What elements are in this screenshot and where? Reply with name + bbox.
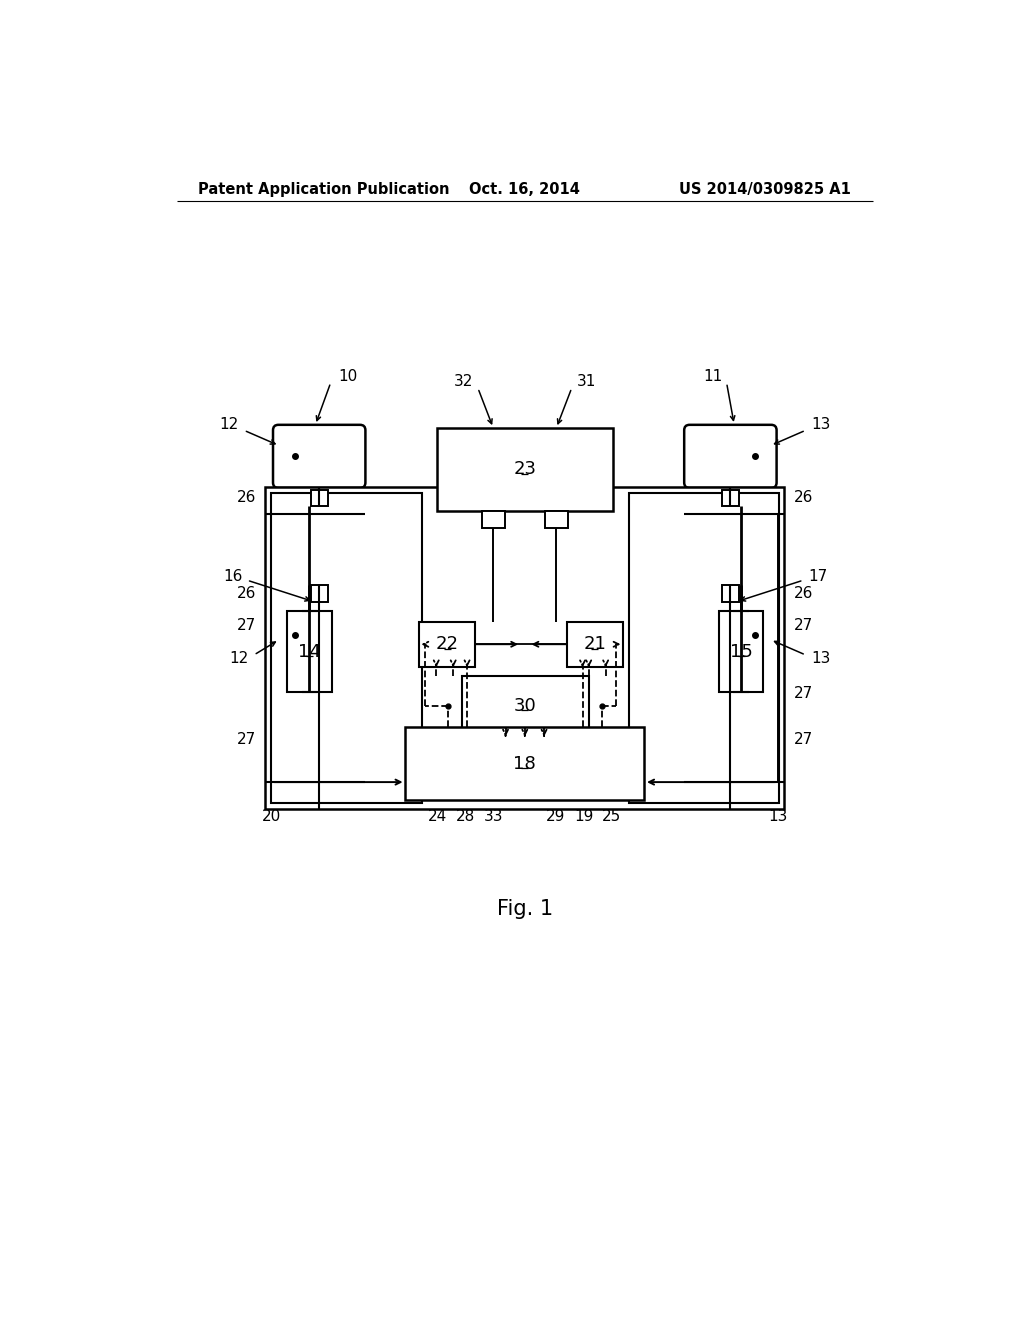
Bar: [310, 490, 328, 507]
Text: 13: 13: [768, 809, 787, 824]
Bar: [722, 585, 739, 602]
Text: 27: 27: [794, 733, 813, 747]
Text: 26: 26: [794, 586, 813, 601]
Text: 29: 29: [546, 809, 565, 824]
Text: 27: 27: [794, 618, 813, 634]
Text: 15: 15: [730, 643, 753, 661]
Text: 10: 10: [339, 368, 357, 384]
Text: 24: 24: [428, 809, 447, 824]
Bar: [481, 511, 505, 528]
FancyBboxPatch shape: [684, 603, 776, 667]
Bar: [419, 622, 475, 667]
Text: 26: 26: [794, 491, 813, 506]
Text: 16: 16: [223, 569, 243, 583]
Text: 23: 23: [513, 461, 537, 478]
FancyBboxPatch shape: [273, 425, 366, 488]
Bar: [287, 611, 332, 692]
Text: 33: 33: [484, 809, 504, 824]
Text: 14: 14: [298, 643, 321, 661]
Text: Fig. 1: Fig. 1: [497, 899, 553, 919]
Text: 12: 12: [229, 651, 249, 667]
Text: 21: 21: [584, 635, 606, 653]
Bar: [271, 494, 422, 803]
Bar: [629, 494, 779, 803]
Text: 18: 18: [513, 755, 537, 772]
Text: Oct. 16, 2014: Oct. 16, 2014: [469, 182, 581, 197]
Bar: [719, 611, 764, 692]
FancyBboxPatch shape: [273, 603, 366, 667]
Bar: [406, 726, 644, 800]
Text: 17: 17: [808, 569, 827, 583]
Bar: [462, 676, 589, 737]
Bar: [310, 585, 328, 602]
Text: 32: 32: [454, 374, 473, 389]
Text: 30: 30: [513, 697, 537, 715]
Text: 13: 13: [811, 417, 830, 433]
Text: 27: 27: [794, 686, 813, 701]
Text: 26: 26: [237, 491, 256, 506]
Text: 20: 20: [262, 809, 282, 824]
Text: 31: 31: [577, 374, 596, 389]
Bar: [567, 622, 623, 667]
Text: 12: 12: [219, 417, 239, 433]
Text: 11: 11: [703, 368, 723, 384]
Text: US 2014/0309825 A1: US 2014/0309825 A1: [679, 182, 851, 197]
Text: 26: 26: [237, 586, 256, 601]
Text: 22: 22: [435, 635, 459, 653]
Bar: [265, 487, 784, 809]
Text: 27: 27: [237, 618, 256, 634]
Bar: [545, 511, 568, 528]
Bar: [437, 428, 612, 511]
Text: 28: 28: [456, 809, 475, 824]
Text: 13: 13: [811, 651, 830, 667]
Text: 27: 27: [237, 733, 256, 747]
Text: Patent Application Publication: Patent Application Publication: [199, 182, 450, 197]
Text: 25: 25: [602, 809, 622, 824]
Bar: [722, 490, 739, 507]
FancyBboxPatch shape: [684, 425, 776, 488]
Text: 19: 19: [574, 809, 594, 824]
